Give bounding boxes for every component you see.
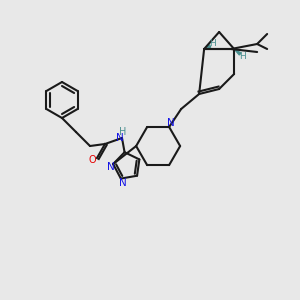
Text: H: H: [119, 127, 127, 137]
Text: N: N: [119, 178, 127, 188]
Text: O: O: [88, 155, 96, 165]
Text: N: N: [167, 118, 175, 128]
Text: H: H: [239, 52, 245, 62]
Text: H: H: [209, 40, 215, 49]
Polygon shape: [234, 49, 241, 55]
Text: N: N: [116, 133, 124, 143]
Polygon shape: [204, 45, 211, 49]
Text: N: N: [107, 162, 115, 172]
